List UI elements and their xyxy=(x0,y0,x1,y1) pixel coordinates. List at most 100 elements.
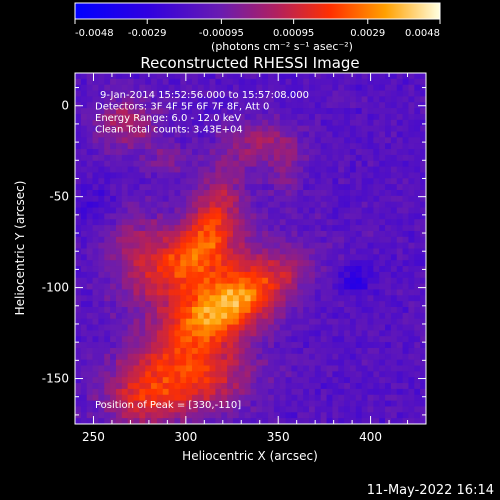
heatmap-cell xyxy=(215,78,222,86)
heatmap-cell xyxy=(75,424,81,430)
heatmap-cell xyxy=(385,102,392,109)
colorbar-tick-label: -0.0029 xyxy=(128,28,167,39)
heatmap-cell xyxy=(344,84,351,92)
heatmap-cell xyxy=(256,242,263,250)
heatmap-cell xyxy=(244,318,252,326)
heatmap-cell xyxy=(420,207,426,214)
heatmap-cell xyxy=(320,84,328,92)
heatmap-cell xyxy=(121,383,129,390)
heatmap-cell xyxy=(273,230,281,238)
heatmap-cell xyxy=(344,78,351,86)
heatmap-cell xyxy=(314,418,322,424)
heatmap-cell xyxy=(203,137,211,144)
heatmap-cell xyxy=(244,195,252,203)
heatmap-cell xyxy=(244,342,252,349)
heatmap-cell xyxy=(355,201,363,209)
heatmap-cell xyxy=(110,84,117,92)
heatmap-cell xyxy=(110,412,117,419)
heatmap-cell xyxy=(379,388,386,396)
heatmap-cell xyxy=(250,312,257,320)
heatmap-cell xyxy=(408,225,415,232)
heatmap-cell xyxy=(203,359,211,367)
heatmap-cell xyxy=(115,131,123,138)
heatmap-cell xyxy=(273,336,281,343)
heatmap-cell xyxy=(320,365,328,372)
heatmap-cell xyxy=(244,178,252,185)
heatmap-cell xyxy=(309,73,316,80)
heatmap-cell xyxy=(332,271,339,279)
heatmap-cell xyxy=(156,190,164,197)
heatmap-cell xyxy=(390,102,398,109)
heatmap-cell xyxy=(344,207,351,214)
heatmap-cell xyxy=(92,330,99,337)
heatmap-cell xyxy=(373,383,380,390)
heatmap-cell xyxy=(192,90,199,97)
heatmap-cell xyxy=(303,84,310,92)
heatmap-cell xyxy=(244,108,252,115)
heatmap-cell xyxy=(174,90,181,97)
heatmap-cell xyxy=(285,137,293,144)
heatmap-cell xyxy=(344,225,351,232)
heatmap-cell xyxy=(390,307,398,314)
heatmap-cell xyxy=(151,242,158,250)
heatmap-cell xyxy=(244,90,252,97)
heatmap-cell xyxy=(115,149,123,156)
heatmap-cell xyxy=(309,113,316,121)
heatmap-cell xyxy=(186,277,193,285)
heatmap-cell xyxy=(145,295,152,302)
heatmap-cell xyxy=(385,289,392,296)
heatmap-cell xyxy=(426,325,432,331)
heatmap-cell xyxy=(121,365,129,372)
heatmap-cell xyxy=(221,137,228,144)
heatmap-cell xyxy=(379,266,386,273)
heatmap-cell xyxy=(192,125,199,133)
heatmap-cell xyxy=(349,78,357,86)
heatmap-cell xyxy=(86,90,94,97)
heatmap-cell xyxy=(86,330,94,337)
heatmap-cell xyxy=(396,289,404,296)
heatmap-cell xyxy=(390,277,398,285)
heatmap-cell xyxy=(174,312,181,320)
heatmap-cell xyxy=(349,195,357,203)
heatmap-cell xyxy=(303,336,310,343)
heatmap-cell xyxy=(326,347,333,355)
heatmap-cell xyxy=(92,254,99,261)
heatmap-cell xyxy=(279,225,287,232)
colorbar-unit: (photons cm⁻² s⁻¹ asec⁻²) xyxy=(211,40,353,53)
heatmap-cell xyxy=(162,96,170,103)
heatmap-cell xyxy=(151,336,158,343)
heatmap-cell xyxy=(420,365,426,372)
heatmap-cell xyxy=(145,359,152,367)
heatmap-cell xyxy=(104,342,111,349)
heatmap-cell xyxy=(303,347,310,355)
heatmap-cell xyxy=(344,154,351,162)
heatmap-cell xyxy=(297,359,304,367)
heatmap-cell xyxy=(250,295,257,302)
heatmap-cell xyxy=(221,301,228,308)
heatmap-cell xyxy=(104,388,111,396)
heatmap-cell xyxy=(227,90,234,97)
heatmap-cell xyxy=(75,230,82,238)
heatmap-cell xyxy=(209,125,216,133)
heatmap-cell xyxy=(110,424,116,430)
colorbar-tick-label: 0.0029 xyxy=(350,28,385,39)
heatmap-cell xyxy=(379,73,386,80)
heatmap-cell xyxy=(186,184,193,191)
heatmap-cell xyxy=(127,230,135,238)
heatmap-cell xyxy=(192,230,199,238)
heatmap-cell xyxy=(162,225,170,232)
heatmap-cell xyxy=(203,318,211,326)
heatmap-cell xyxy=(221,201,228,209)
heatmap-cell xyxy=(221,73,228,80)
heatmap-cell xyxy=(309,225,316,232)
heatmap-cell xyxy=(309,412,316,419)
heatmap-cell xyxy=(92,102,99,109)
heatmap-cell xyxy=(86,166,94,174)
heatmap-cell xyxy=(396,248,404,255)
heatmap-cell xyxy=(420,149,426,156)
heatmap-cell xyxy=(156,172,164,179)
heatmap-cell xyxy=(332,78,339,86)
heatmap-cell xyxy=(104,160,111,168)
heatmap-cell xyxy=(98,336,105,343)
heatmap-cell xyxy=(127,266,135,273)
